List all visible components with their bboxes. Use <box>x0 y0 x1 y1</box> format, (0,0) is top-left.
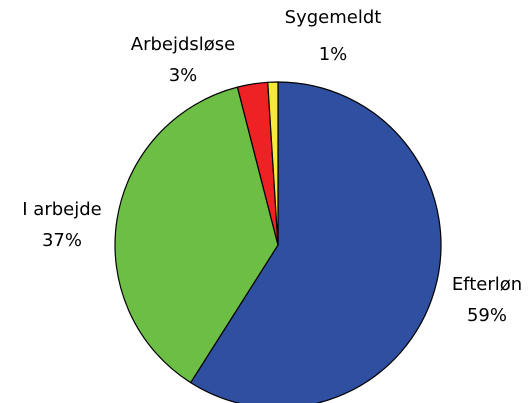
slice-value-label: 1% <box>319 44 348 65</box>
slice-value-label: 3% <box>169 65 198 86</box>
slice-label: I arbejde <box>22 199 101 220</box>
slice-label: Sygemeldt <box>285 7 382 28</box>
pie-slice <box>114 86 279 384</box>
slice-value-label: 59% <box>467 305 507 326</box>
slice-label: Efterløn <box>452 274 522 295</box>
slice-label: Arbejdsløse <box>131 34 235 55</box>
slice-value-label: 37% <box>42 230 82 251</box>
pie-slice <box>267 81 279 246</box>
pie-slice <box>189 81 442 403</box>
